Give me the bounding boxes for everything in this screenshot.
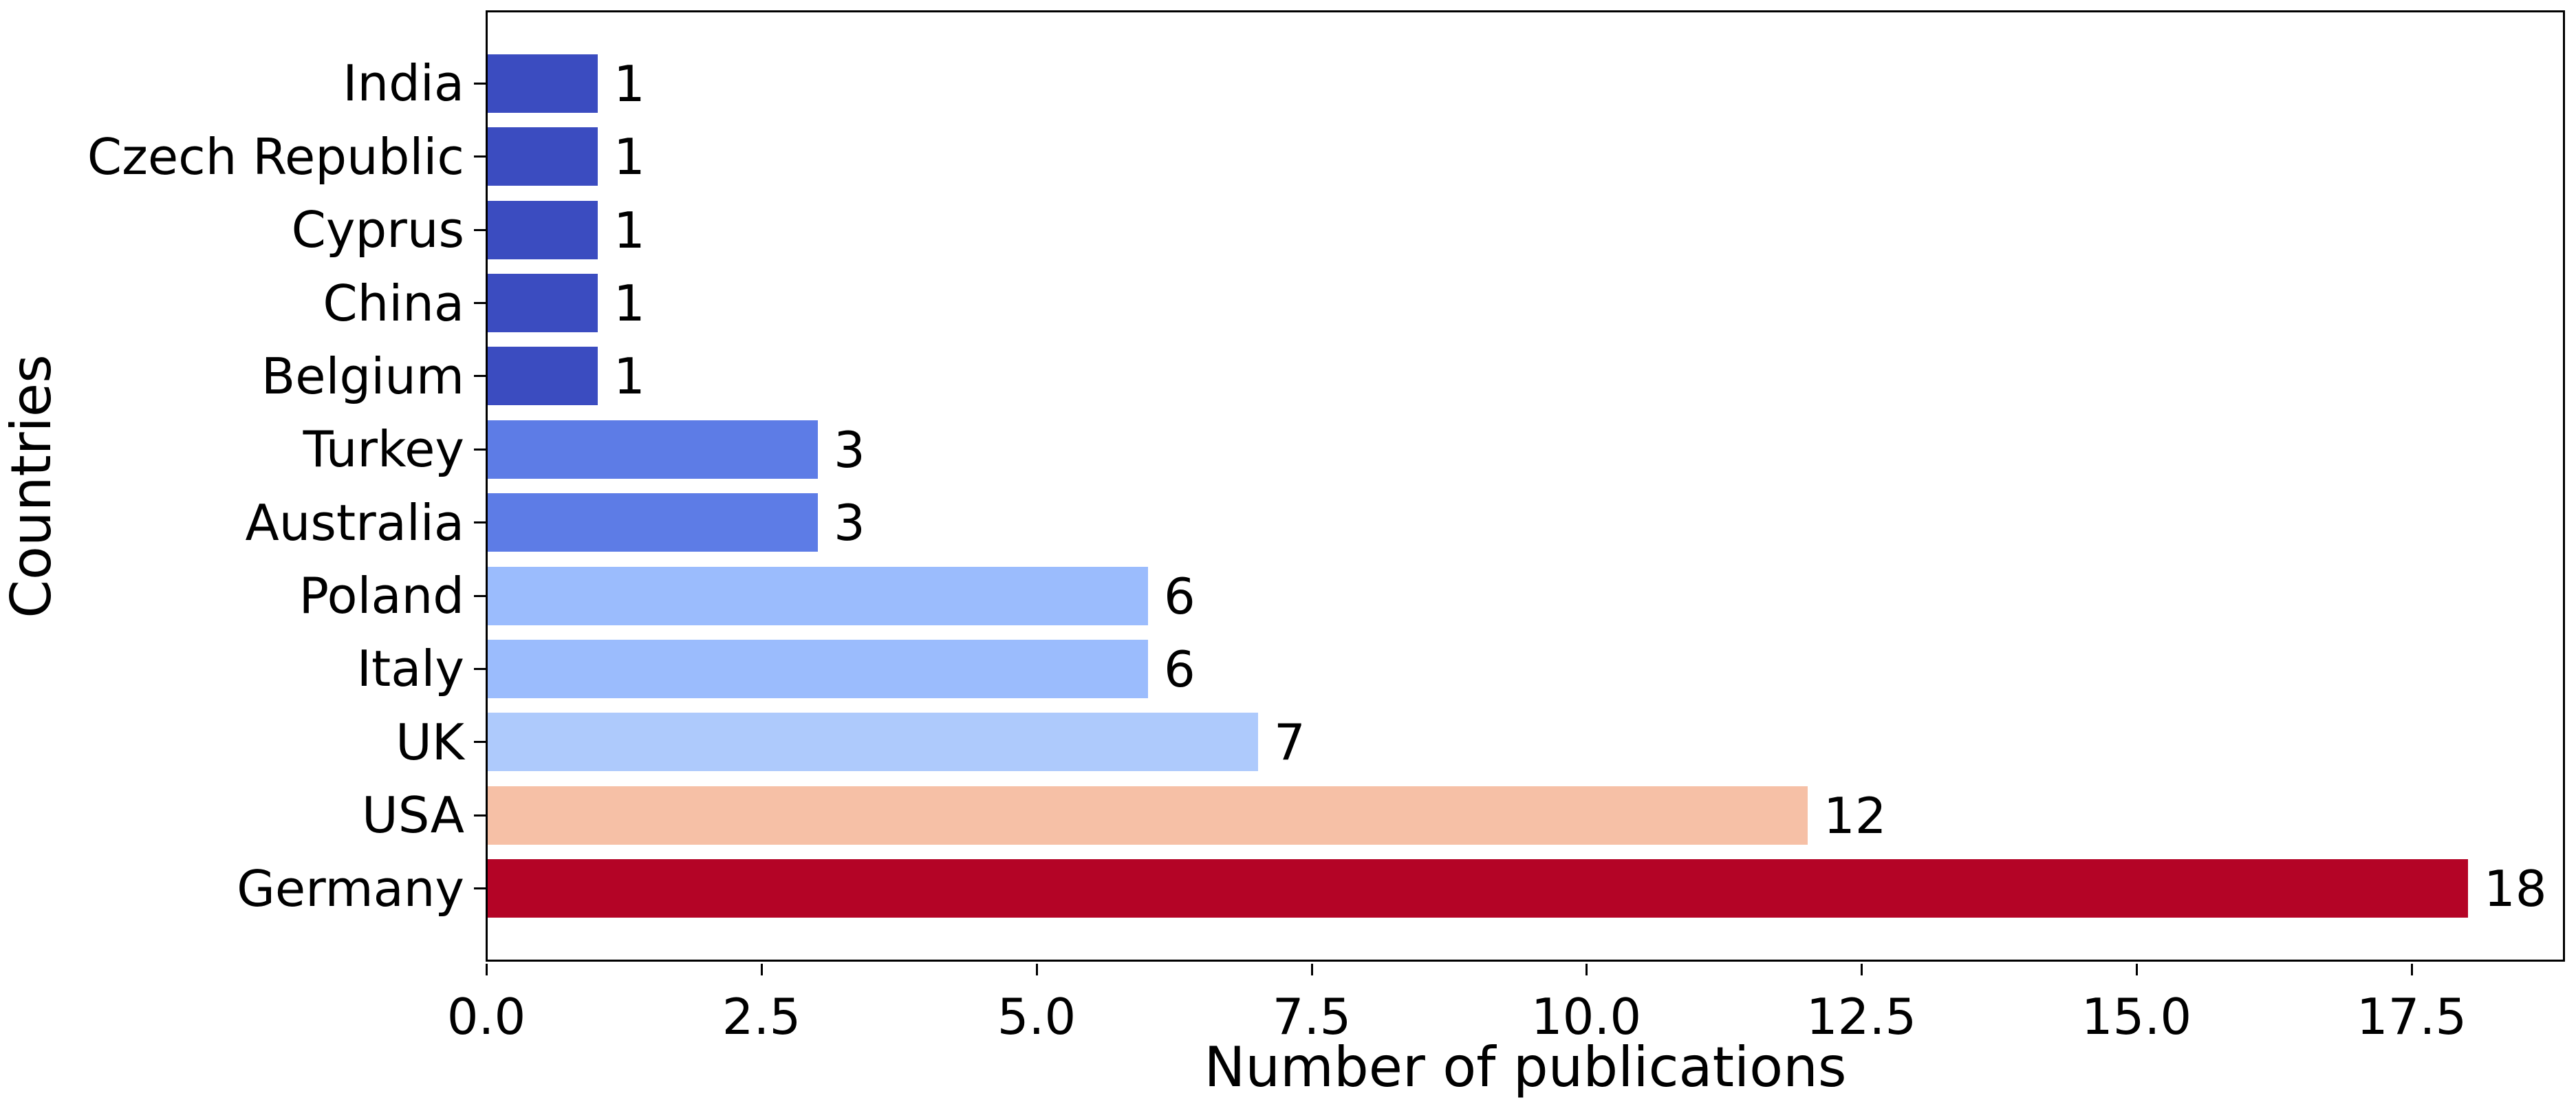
x-tick-label: 7.5 bbox=[1272, 988, 1352, 1046]
bar-value-label: 3 bbox=[834, 420, 865, 479]
category-label: China bbox=[323, 274, 464, 332]
y-tick bbox=[474, 595, 486, 597]
bar-turkey bbox=[488, 420, 818, 479]
category-label: Belgium bbox=[261, 347, 464, 405]
x-tick-label: 12.5 bbox=[1806, 988, 1917, 1046]
y-tick bbox=[474, 668, 486, 670]
bar-value-label: 1 bbox=[614, 274, 645, 332]
y-axis-label: Countries bbox=[0, 354, 63, 618]
x-tick bbox=[486, 964, 488, 975]
bar-value-label: 1 bbox=[614, 347, 645, 405]
x-tick-label: 15.0 bbox=[2081, 988, 2192, 1046]
category-label: Australia bbox=[245, 494, 464, 552]
y-tick bbox=[474, 521, 486, 523]
x-tick bbox=[2411, 964, 2413, 975]
x-tick bbox=[1585, 964, 1588, 975]
category-label: Czech Republic bbox=[87, 128, 464, 186]
category-label: Poland bbox=[299, 567, 464, 625]
category-label: Germany bbox=[237, 860, 464, 918]
category-label: Italy bbox=[356, 640, 464, 698]
x-tick-label: 2.5 bbox=[722, 988, 801, 1046]
x-tick bbox=[761, 964, 763, 975]
bar-usa bbox=[488, 786, 1808, 845]
bar-value-label: 18 bbox=[2484, 859, 2547, 918]
bar-value-label: 6 bbox=[1164, 640, 1195, 698]
y-tick bbox=[474, 229, 486, 231]
x-tick bbox=[2136, 964, 2138, 975]
y-tick bbox=[474, 155, 486, 158]
bar-belgium bbox=[488, 347, 598, 405]
y-tick bbox=[474, 887, 486, 889]
bar-value-label: 12 bbox=[1823, 786, 1887, 845]
bar-poland bbox=[488, 567, 1148, 625]
bar-cyprus bbox=[488, 201, 598, 259]
x-tick-label: 17.5 bbox=[2356, 988, 2467, 1046]
bar-value-label: 1 bbox=[614, 201, 645, 259]
x-tick-label: 10.0 bbox=[1530, 988, 1642, 1046]
y-tick bbox=[474, 741, 486, 743]
x-tick-label: 0.0 bbox=[446, 988, 526, 1046]
x-tick-label: 5.0 bbox=[997, 988, 1076, 1046]
bar-value-label: 6 bbox=[1164, 567, 1195, 625]
y-tick bbox=[474, 375, 486, 377]
category-label: Cyprus bbox=[291, 201, 464, 259]
x-tick bbox=[1311, 964, 1313, 975]
bar-value-label: 1 bbox=[614, 127, 645, 186]
bar-czech-republic bbox=[488, 127, 598, 186]
y-tick bbox=[474, 83, 486, 85]
x-tick bbox=[1036, 964, 1038, 975]
bar-germany bbox=[488, 859, 2468, 918]
y-tick bbox=[474, 449, 486, 451]
bar-china bbox=[488, 274, 598, 332]
x-tick bbox=[1861, 964, 1863, 975]
category-label: USA bbox=[362, 786, 464, 844]
bar-value-label: 3 bbox=[834, 493, 865, 552]
category-label: India bbox=[343, 54, 464, 112]
bar-india bbox=[488, 54, 598, 113]
bar-italy bbox=[488, 640, 1148, 698]
bar-value-label: 7 bbox=[1274, 713, 1306, 771]
y-tick bbox=[474, 302, 486, 304]
category-label: UK bbox=[396, 713, 464, 771]
bar-value-label: 1 bbox=[614, 54, 645, 113]
bar-australia bbox=[488, 493, 818, 552]
bar-uk bbox=[488, 713, 1258, 771]
y-tick bbox=[474, 814, 486, 817]
category-label: Turkey bbox=[303, 420, 464, 478]
x-axis-label: Number of publications bbox=[1204, 1035, 1847, 1099]
